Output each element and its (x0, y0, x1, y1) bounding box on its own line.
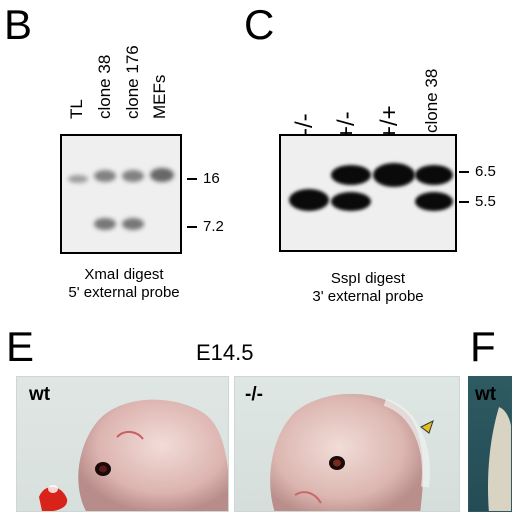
embryo-wt-photo: wt (16, 376, 229, 512)
band-minus-minus-5-5 (289, 189, 329, 211)
band-mefs-16 (150, 168, 174, 182)
band-clone38-16 (94, 170, 116, 182)
band-clone176-7-2 (122, 218, 144, 230)
lane-label-clone-38: clone 38 (95, 54, 114, 119)
lane-label-mefs: MEFs (150, 74, 169, 119)
panel-f-label: F (470, 323, 496, 370)
genotype-f-label: wt (475, 384, 497, 405)
marker-7-2: 7.2 (187, 219, 224, 234)
lane-label-clone-38-c: clone 38 (422, 68, 441, 133)
panel-f-photo: wt (468, 376, 512, 512)
band-plus-minus-6-5 (331, 165, 371, 185)
lane-label-tl: TL (67, 99, 86, 119)
caption-c: SspI digest 3' external probe (312, 270, 424, 305)
panel-e-label: E (6, 323, 35, 370)
band-plus-plus-6-5 (373, 163, 415, 187)
band-clone38-7-2 (94, 218, 116, 230)
caption-b: XmaI digest 5' external probe (68, 266, 180, 301)
band-clone38-6-5 (415, 165, 453, 185)
marker-6-5: 6.5 (459, 164, 496, 179)
marker-16: 16 (187, 171, 220, 186)
lane-label-clone-176: clone 176 (123, 45, 142, 119)
lane-label-minus-minus: -/- (291, 113, 318, 136)
embryo-wt-image (39, 399, 228, 511)
genotype-ko-label: -/- (245, 384, 263, 405)
southern-blot-b (60, 134, 182, 254)
panel-b-label: B (4, 1, 33, 48)
band-clone176-16 (122, 170, 144, 182)
genotype-wt-label: wt (29, 384, 51, 405)
stage-label: E14.5 (196, 340, 254, 365)
embryo-ko-image (270, 393, 434, 511)
band-clone38-5-5 (415, 192, 453, 211)
embryo-ko-photo: -/- (234, 376, 460, 512)
band-tl-16 (68, 175, 88, 183)
arrowhead-marker (420, 420, 434, 434)
southern-blot-c (279, 134, 457, 252)
band-plus-minus-5-5 (331, 192, 371, 211)
panel-f-image (488, 407, 511, 511)
marker-5-5: 5.5 (459, 194, 496, 209)
panel-c-label: C (244, 1, 275, 48)
